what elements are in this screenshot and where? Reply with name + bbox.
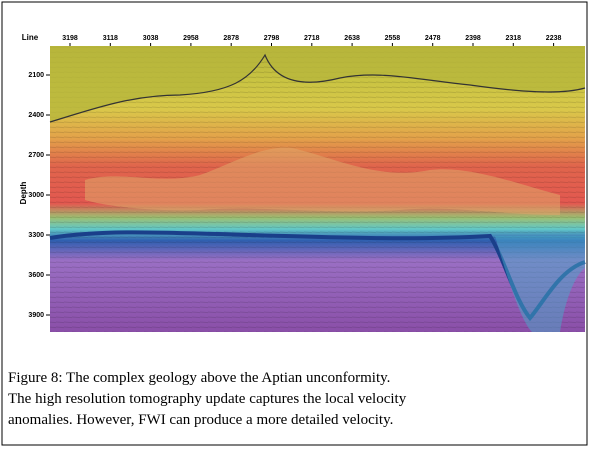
y-tick-label: 3000 — [28, 192, 44, 199]
y-tick-label: 3900 — [28, 312, 44, 319]
x-tick-label: 2558 — [385, 35, 401, 42]
x-tick-label: 2958 — [183, 35, 199, 42]
x-tick-label: 2718 — [304, 35, 320, 42]
y-tick-label: 3300 — [28, 232, 44, 239]
caption-line: Figure 8: The complex geology above the … — [8, 370, 391, 386]
x-tick-label: 2238 — [546, 35, 562, 42]
x-tick-label: 2798 — [264, 35, 280, 42]
basin — [495, 236, 585, 332]
x-tick-label: 2878 — [223, 35, 239, 42]
velocity-anomaly — [85, 147, 560, 215]
x-axis-label: Line — [22, 33, 39, 42]
x-tick-label: 3118 — [103, 35, 118, 42]
y-tick-label: 2100 — [28, 72, 44, 79]
caption-line: The high resolution tomography update ca… — [8, 391, 407, 407]
water-layer — [50, 46, 585, 122]
y-tick-label: 2400 — [28, 112, 44, 119]
y-tick-label: 3600 — [28, 272, 44, 279]
x-tick-label: 3038 — [143, 35, 159, 42]
x-tick-label: 2638 — [344, 35, 360, 42]
x-tick-label: 3198 — [62, 35, 78, 42]
y-axis-label: Depth — [19, 182, 28, 205]
y-tick-label: 2700 — [28, 152, 44, 159]
x-tick-label: 2478 — [425, 35, 441, 42]
caption-line: anomalies. However, FWI can produce a mo… — [8, 412, 394, 428]
seabed-horizon — [49, 53, 586, 123]
x-tick-label: 2318 — [506, 35, 522, 42]
x-tick-label: 2398 — [465, 35, 481, 42]
